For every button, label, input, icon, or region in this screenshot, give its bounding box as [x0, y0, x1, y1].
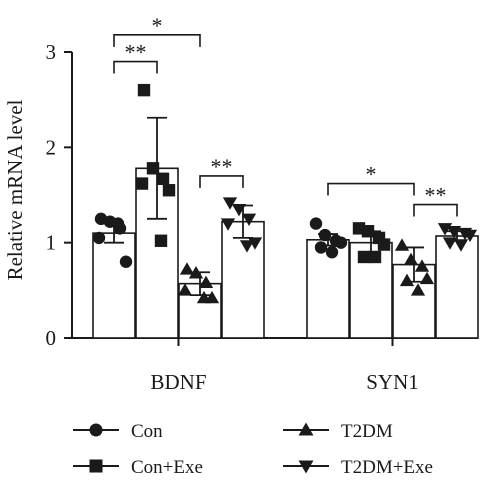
- data-point: [241, 213, 257, 226]
- data-point: [357, 250, 371, 264]
- data-point: [177, 283, 193, 296]
- data-point: [462, 229, 478, 243]
- legend-label-t2dm-exe: T2DM+Exe: [341, 457, 433, 478]
- data-point: [403, 252, 419, 266]
- y-axis-label: Relative mRNA level: [3, 99, 27, 280]
- data-point: [334, 236, 348, 249]
- data-point: [399, 273, 415, 287]
- data-point: [220, 218, 236, 231]
- data-point: [154, 234, 168, 247]
- legend-marker-triangle-up-icon: [298, 422, 314, 436]
- data-point: [394, 238, 410, 251]
- legend-marker-square-icon: [89, 459, 103, 473]
- y-tick-label: 0: [46, 326, 57, 350]
- legend-label-t2dm: T2DM: [341, 421, 393, 442]
- x-tick-label-syn1: SYN1: [366, 370, 419, 394]
- data-point: [162, 184, 176, 197]
- legend: Con T2DM Con+Exe T2DM+Exe: [73, 421, 433, 478]
- data-point: [453, 239, 469, 252]
- legend-marker-circle-icon: [89, 423, 103, 437]
- significance-bracket: [199, 175, 244, 188]
- data-point: [410, 283, 426, 296]
- significance-label: *: [152, 13, 163, 38]
- y-tick-label: 1: [46, 231, 57, 255]
- significance-annotations: ***** ***: [113, 13, 458, 217]
- error-bars-layer: [104, 116, 467, 297]
- data-point: [377, 238, 391, 251]
- data-point: [119, 255, 133, 268]
- bar-t2dm-exe-syn1: [435, 235, 479, 339]
- data-point: [414, 259, 430, 272]
- significance-label: *: [366, 162, 377, 187]
- significance-bracket: [413, 203, 458, 217]
- data-point: [156, 172, 170, 185]
- data-point: [92, 231, 106, 245]
- significance-label: **: [125, 40, 147, 65]
- bar-con-bdnf: [92, 232, 136, 339]
- significance-bracket: [113, 34, 201, 47]
- data-point: [239, 240, 255, 253]
- y-tick-label: 2: [46, 135, 57, 159]
- data-point: [135, 177, 149, 190]
- y-tick-label: 3: [46, 40, 57, 64]
- data-point: [325, 246, 339, 259]
- significance-bracket: [327, 182, 415, 196]
- data-point: [196, 290, 212, 304]
- data-point: [198, 275, 214, 288]
- legend-marker-triangle-down-icon: [298, 460, 314, 474]
- data-point: [314, 241, 328, 254]
- significance-label: **: [211, 154, 233, 179]
- x-tick-label-bdnf: BDNF: [150, 370, 206, 394]
- bars-layer: [92, 167, 479, 339]
- significance-label: **: [425, 183, 447, 208]
- legend-label-con-exe: Con+Exe: [131, 457, 203, 478]
- data-point: [309, 217, 323, 230]
- legend-label-con: Con: [131, 421, 163, 442]
- data-point: [137, 83, 151, 97]
- significance-bracket: [113, 60, 158, 74]
- data-point: [222, 197, 238, 210]
- data-point: [318, 228, 332, 242]
- data-point: [446, 225, 462, 239]
